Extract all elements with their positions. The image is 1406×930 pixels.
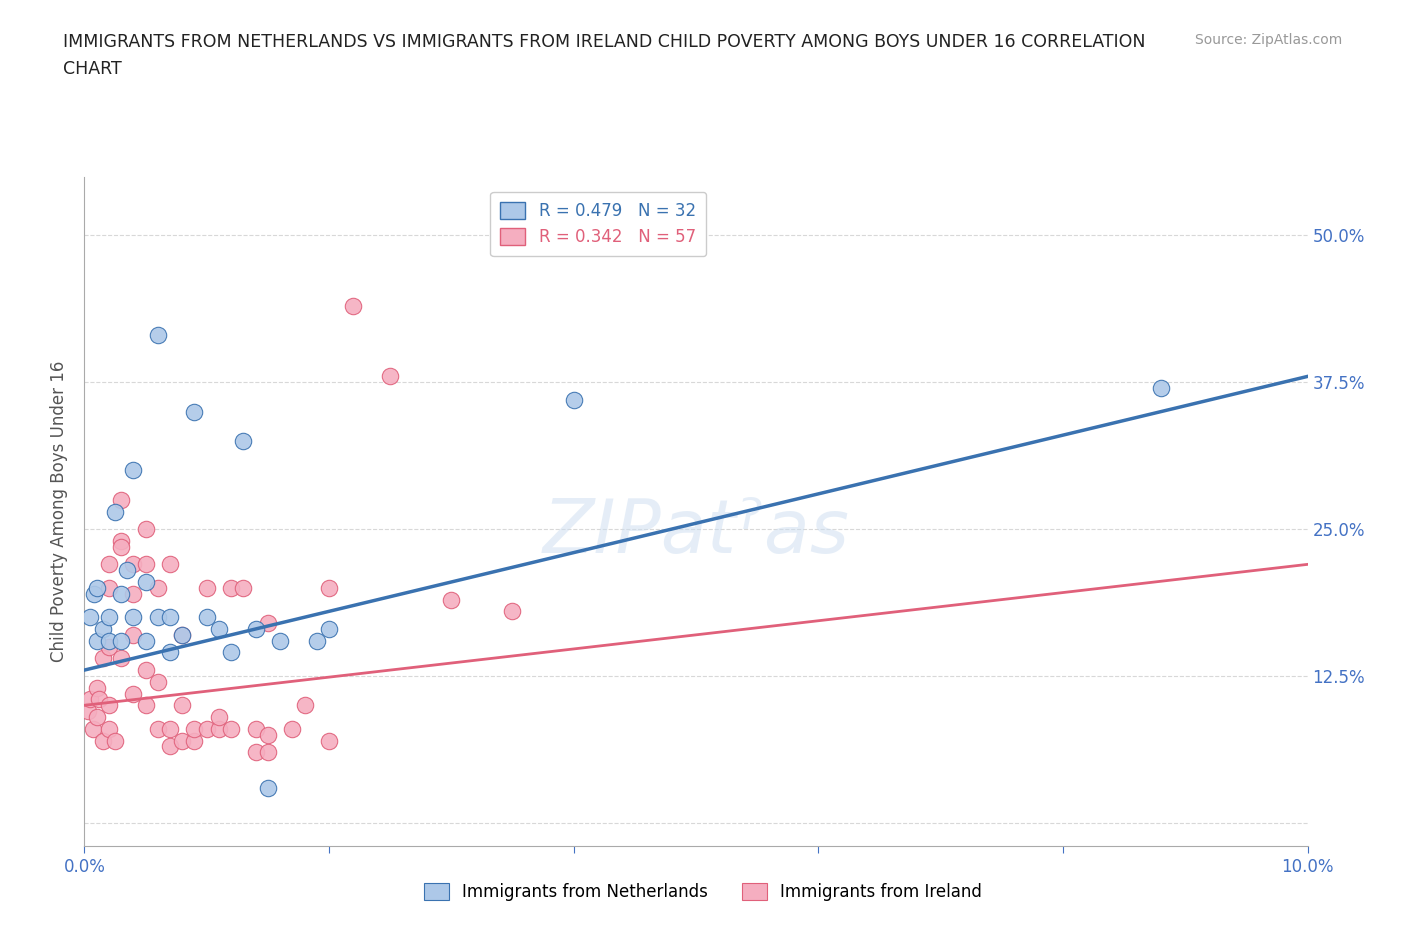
Point [146, 580, 169, 595]
Point [172, 698, 194, 712]
Text: Source: ZipAtlas.com: Source: ZipAtlas.com [1195, 33, 1343, 46]
Point [122, 586, 145, 601]
Point [219, 645, 242, 660]
Point [195, 722, 218, 737]
Point [305, 633, 328, 648]
Point [183, 405, 205, 419]
Point [91, 621, 114, 636]
Point [97, 610, 120, 625]
Point [97, 639, 120, 654]
Point [86, 580, 108, 595]
Point [79, 610, 101, 625]
Point [257, 745, 280, 760]
Point [86, 680, 108, 695]
Point [269, 633, 291, 648]
Point [135, 633, 157, 648]
Point [86, 710, 108, 724]
Point [135, 557, 157, 572]
Point [110, 534, 132, 549]
Point [294, 698, 316, 712]
Point [87, 692, 110, 707]
Point [440, 592, 463, 607]
Point [172, 733, 194, 748]
Point [183, 722, 205, 737]
Text: ZIPatˀas: ZIPatˀas [543, 496, 849, 567]
Point [208, 722, 231, 737]
Point [122, 463, 145, 478]
Point [159, 645, 181, 660]
Point [77, 704, 100, 719]
Point [135, 698, 157, 712]
Point [245, 745, 267, 760]
Point [97, 633, 120, 648]
Point [159, 557, 181, 572]
Point [380, 369, 402, 384]
Point [110, 633, 132, 648]
Point [86, 633, 108, 648]
Point [122, 628, 145, 643]
Point [82, 722, 104, 737]
Point [104, 733, 127, 748]
Point [195, 580, 218, 595]
Point [159, 739, 181, 754]
Point [195, 610, 218, 625]
Point [135, 522, 157, 537]
Point [146, 722, 169, 737]
Point [91, 651, 114, 666]
Point [342, 299, 364, 313]
Point [1150, 380, 1173, 395]
Point [110, 651, 132, 666]
Point [83, 586, 105, 601]
Point [159, 722, 181, 737]
Point [110, 539, 132, 554]
Point [146, 610, 169, 625]
Point [91, 733, 114, 748]
Legend: Immigrants from Netherlands, Immigrants from Ireland: Immigrants from Netherlands, Immigrants … [418, 876, 988, 908]
Point [208, 710, 231, 724]
Text: IMMIGRANTS FROM NETHERLANDS VS IMMIGRANTS FROM IRELAND CHILD POVERTY AMONG BOYS : IMMIGRANTS FROM NETHERLANDS VS IMMIGRANT… [63, 33, 1146, 50]
Point [135, 575, 157, 590]
Point [257, 616, 280, 631]
Point [110, 586, 132, 601]
Point [146, 674, 169, 689]
Point [318, 733, 340, 748]
Point [257, 780, 280, 795]
Point [135, 663, 157, 678]
Point [104, 504, 127, 519]
Point [208, 621, 231, 636]
Text: CHART: CHART [63, 60, 122, 78]
Point [232, 433, 254, 448]
Point [562, 392, 585, 407]
Point [318, 580, 340, 595]
Point [172, 628, 194, 643]
Point [245, 621, 267, 636]
Point [122, 686, 145, 701]
Point [219, 580, 242, 595]
Point [281, 722, 304, 737]
Point [232, 580, 254, 595]
Point [97, 722, 120, 737]
Point [110, 492, 132, 507]
Point [502, 604, 524, 618]
Point [245, 722, 267, 737]
Point [159, 610, 181, 625]
Point [97, 557, 120, 572]
Point [318, 621, 340, 636]
Point [97, 698, 120, 712]
Point [146, 328, 169, 343]
Point [172, 628, 194, 643]
Y-axis label: Child Poverty Among Boys Under 16: Child Poverty Among Boys Under 16 [51, 361, 69, 662]
Point [257, 727, 280, 742]
Point [122, 610, 145, 625]
Point [183, 733, 205, 748]
Point [97, 580, 120, 595]
Point [122, 557, 145, 572]
Point [115, 563, 138, 578]
Legend: R = 0.479   N = 32, R = 0.342   N = 57: R = 0.479 N = 32, R = 0.342 N = 57 [491, 192, 706, 257]
Point [219, 722, 242, 737]
Point [79, 692, 101, 707]
